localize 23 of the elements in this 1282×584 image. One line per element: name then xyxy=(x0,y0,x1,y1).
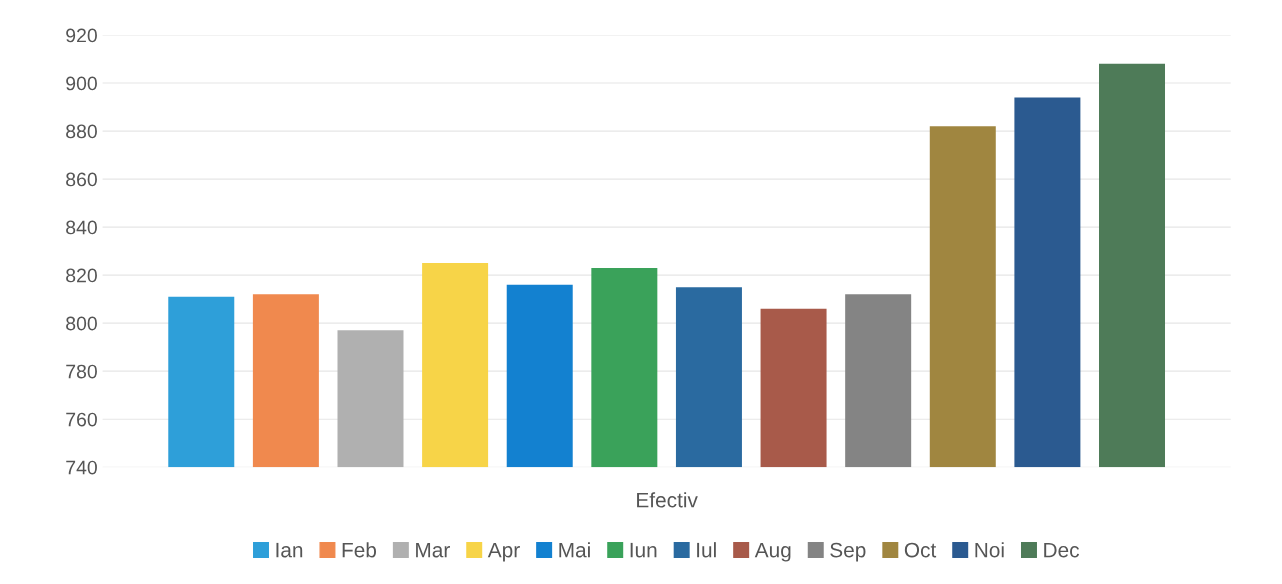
y-tick-label: 800 xyxy=(66,316,97,331)
y-tick-label: 820 xyxy=(66,268,97,283)
legend-label: Mar xyxy=(416,542,450,558)
legend-label: Sep xyxy=(830,542,866,562)
legend-label: Iul xyxy=(697,542,716,558)
legend-label: Noi xyxy=(975,542,1004,558)
y-tick-label: 840 xyxy=(66,220,97,235)
y-tick-label: 880 xyxy=(66,124,97,139)
legend-label: Feb xyxy=(342,542,377,558)
y-tick-label: 740 xyxy=(66,460,97,475)
legend-label: Dec xyxy=(1044,542,1080,558)
y-tick-label: 920 xyxy=(66,28,97,43)
y-tick-label: 780 xyxy=(66,364,97,379)
x-tick-label: Efectiv xyxy=(637,492,698,508)
legend-label: Mai xyxy=(559,542,590,558)
legend-label: Iun xyxy=(630,542,657,558)
y-tick-label: 860 xyxy=(66,172,97,187)
y-tick-label: 760 xyxy=(66,412,97,427)
legend-label: Apr xyxy=(487,542,520,562)
legend-label: Ian xyxy=(276,542,303,558)
y-tick-label: 900 xyxy=(66,76,97,91)
legend-label: Aug xyxy=(754,542,791,562)
legend-label: Oct xyxy=(904,542,937,558)
